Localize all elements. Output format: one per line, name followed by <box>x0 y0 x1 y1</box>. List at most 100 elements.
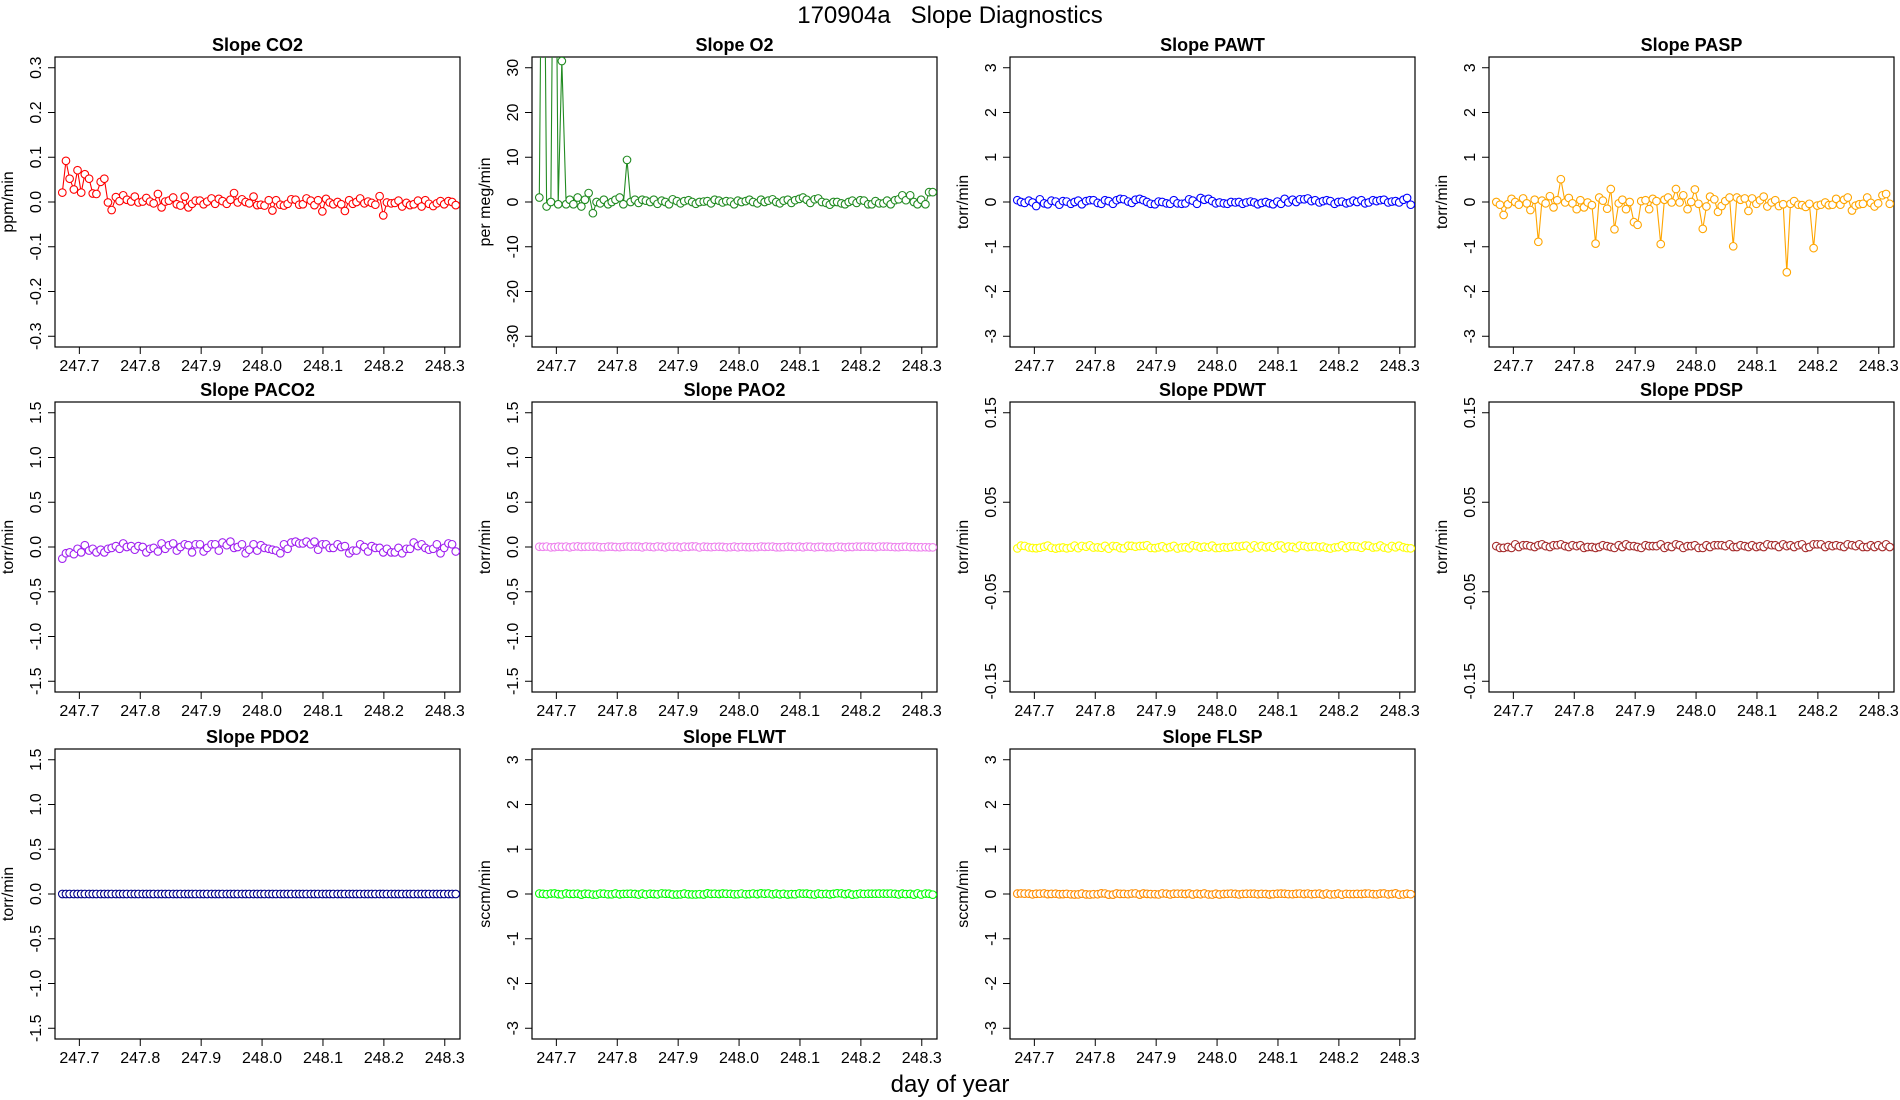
data-layer <box>534 542 937 552</box>
x-tick-label: 248.2 <box>841 358 881 375</box>
data-point <box>153 189 163 199</box>
y-tick-label: 0.5 <box>28 838 45 860</box>
plot-panel: Slope PASP torr/min -3 -2 -1 0 1 2 3 247.7 247.8 24… <box>1434 35 1899 375</box>
data-point <box>1652 196 1661 206</box>
data-point <box>553 199 563 209</box>
data-point <box>1694 199 1703 209</box>
data-point <box>1702 202 1711 211</box>
y-tick-label: 1 <box>505 845 522 854</box>
x-tick-label: 247.8 <box>120 358 160 375</box>
plot-panel: Slope PDWT torr/min -0.15 -0.05 0.05 0.15 247.… <box>955 380 1420 720</box>
data-point <box>1591 239 1600 248</box>
data-point <box>1690 185 1700 194</box>
data-point <box>405 544 415 554</box>
data-point <box>1598 196 1608 206</box>
y-tick-label: -20 <box>505 280 522 303</box>
x-tick-label: 248.2 <box>841 703 881 720</box>
x-tick-label: 247.9 <box>181 358 221 375</box>
x-tick-label: 248.0 <box>242 358 282 375</box>
data-point <box>1759 192 1769 201</box>
y-axis-label: torr/min <box>477 520 494 574</box>
y-tick-label: 20 <box>505 103 522 121</box>
data-point <box>1031 201 1041 211</box>
data-point <box>1587 200 1597 210</box>
data-point <box>618 199 628 209</box>
data-point <box>1744 206 1753 216</box>
data-layer <box>1012 540 1415 554</box>
y-tick-label: -2 <box>505 976 522 990</box>
plot-panel: Slope PDO2 torr/min -1.5 -1.0 -0.5 0.0 0.5 1.0 1… <box>0 727 465 1067</box>
y-tick-label: -3 <box>983 329 1000 343</box>
data-point <box>573 193 583 202</box>
data-layer <box>1012 193 1415 211</box>
y-tick-label: 30 <box>505 59 522 77</box>
x-tick-label: 248.0 <box>1676 703 1716 720</box>
y-tick-label: 0 <box>1462 197 1479 206</box>
data-point <box>1804 199 1814 209</box>
y-tick-label: 0.5 <box>28 491 45 513</box>
x-tick-label: 247.8 <box>1075 358 1115 375</box>
y-tick-label: 10 <box>505 148 522 166</box>
x-tick-label: 247.9 <box>1136 358 1176 375</box>
data-point <box>1621 204 1631 214</box>
data-point <box>905 190 915 200</box>
x-tick-label: 248.3 <box>425 358 465 375</box>
data-point <box>378 211 388 220</box>
data-point <box>1618 195 1627 205</box>
data-point <box>268 206 277 215</box>
data-point <box>1406 543 1415 553</box>
y-tick-label: -0.5 <box>505 578 522 606</box>
y-tick-label: -2 <box>983 976 1000 990</box>
data-layer <box>534 888 937 900</box>
data-point <box>340 541 350 551</box>
y-tick-label: 0.3 <box>28 57 45 79</box>
x-tick-label: 248.1 <box>780 358 820 375</box>
data-point <box>451 889 460 899</box>
plot-panel: Slope FLWT sccm/min -3 -2 -1 0 1 2 3 247.7 247.8 24… <box>477 727 942 1067</box>
y-tick-label: 1 <box>983 153 1000 162</box>
data-point <box>149 198 159 208</box>
data-point <box>1406 200 1415 210</box>
x-tick-label: 247.8 <box>120 703 160 720</box>
y-tick-label: 1.5 <box>505 402 522 424</box>
x-tick-label: 248.1 <box>303 703 343 720</box>
data-point <box>226 537 235 546</box>
data-layer <box>57 156 460 220</box>
data-point <box>1671 184 1681 194</box>
x-tick-label: 248.2 <box>1319 358 1359 375</box>
data-point <box>283 544 293 554</box>
x-tick-label: 247.8 <box>1554 358 1594 375</box>
x-tick-label: 247.8 <box>597 1050 637 1067</box>
x-tick-label: 248.3 <box>1380 1050 1420 1067</box>
data-point <box>928 543 937 552</box>
data-point <box>1656 239 1666 249</box>
figure-title: 170904a Slope Diagnostics <box>797 2 1103 29</box>
y-tick-label: -0.15 <box>1462 663 1479 700</box>
plot-frame <box>1009 401 1416 693</box>
panel-title: Slope PAWT <box>1160 35 1265 55</box>
data-point <box>107 205 116 215</box>
y-tick-label: 3 <box>1462 63 1479 72</box>
data-point <box>1778 199 1788 209</box>
x-tick-label: 248.3 <box>902 1050 942 1067</box>
data-point <box>1740 194 1750 203</box>
data-point <box>1644 204 1654 214</box>
panel-title: Slope PDWT <box>1159 380 1266 400</box>
y-axis-label: sccm/min <box>955 860 972 928</box>
data-point <box>1675 198 1684 207</box>
data-point <box>180 192 190 201</box>
panel-title: Slope PDSP <box>1640 380 1743 400</box>
y-tick-label: 0.5 <box>505 491 522 513</box>
y-axis-label: per meg/min <box>477 158 494 247</box>
x-tick-label: 248.1 <box>303 1050 343 1067</box>
x-tick-label: 247.9 <box>658 703 698 720</box>
y-tick-label: -3 <box>505 1021 522 1035</box>
data-point <box>1549 203 1558 212</box>
x-tick-label: 247.8 <box>1075 1050 1115 1067</box>
y-tick-label: 2 <box>983 800 1000 809</box>
data-point <box>168 193 178 202</box>
x-tick-label: 248.0 <box>1676 358 1716 375</box>
x-tick-label: 248.2 <box>841 1050 881 1067</box>
data-point <box>1633 220 1642 230</box>
x-tick-label: 248.3 <box>1380 703 1420 720</box>
